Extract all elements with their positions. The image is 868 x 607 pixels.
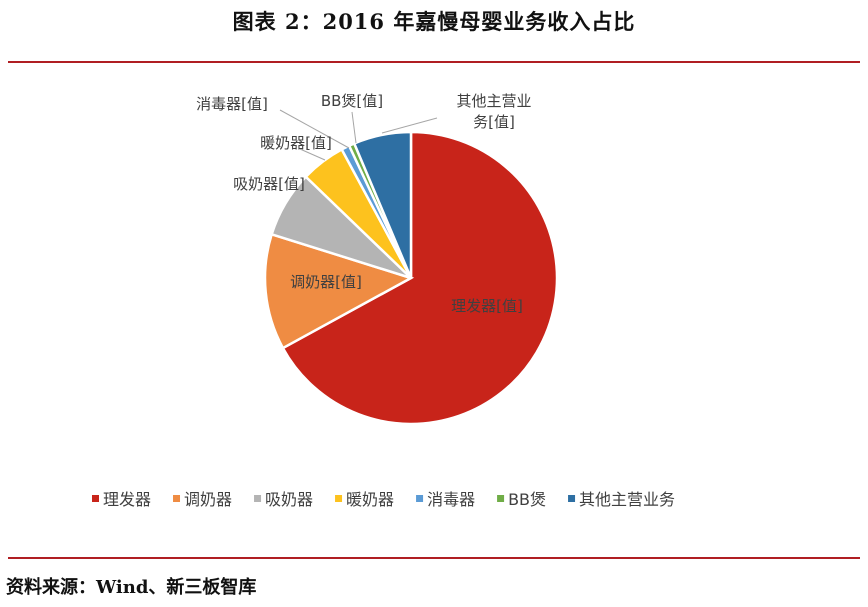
data-label-2: 调奶器[值]	[290, 273, 362, 291]
data-label-1: 理发器[值]	[451, 297, 523, 315]
leader-line-7	[381, 117, 438, 134]
pie-slices	[263, 130, 559, 426]
legend-marker-2	[173, 495, 181, 502]
legend-marker-4	[335, 495, 343, 502]
legend-marker-5	[416, 495, 424, 502]
legend-marker-3	[254, 495, 262, 502]
data-labels: 理发器[值] 调奶器[值] 吸奶器[值] 暖奶器[值] 消毒器[值] BB煲[值] 其他主营…	[196, 92, 531, 315]
source-note: 资料来源：Wind、新三板智库	[6, 577, 257, 598]
pie-chart: 理发器[值] 调奶器[值] 吸奶器[值] 暖奶器[值] 消毒器[值] BB煲[值] 其他主营…	[92, 92, 675, 509]
legend-label-7: 其他主营业务	[579, 490, 675, 509]
data-label-6: BB煲[值]	[321, 92, 383, 110]
leader-lines	[279, 109, 438, 161]
legend-label-4: 暖奶器	[346, 490, 394, 509]
legend: 理发器 调奶器 吸奶器 暖奶器 消毒器 BB煲 其他主营业务	[92, 490, 675, 509]
bottom-rule	[8, 557, 860, 559]
legend-label-6: BB煲	[508, 490, 546, 509]
data-label-3: 吸奶器[值]	[233, 175, 305, 193]
data-label-4: 暖奶器[值]	[260, 134, 332, 152]
leader-line-5	[279, 109, 350, 149]
pie-slice-2	[263, 232, 415, 350]
leader-line-6	[351, 111, 357, 144]
legend-marker-6	[497, 495, 505, 502]
legend-label-3: 吸奶器	[265, 490, 313, 509]
top-rule	[8, 61, 860, 63]
data-label-7: 其他主营业务[值]	[456, 92, 531, 131]
leader-line-4	[299, 148, 326, 161]
data-label-5: 消毒器[值]	[196, 95, 268, 113]
figure-title: 图表 2：2016 年嘉慢母婴业务收入占比	[232, 9, 636, 34]
legend-marker-1	[92, 495, 99, 502]
legend-label-2: 调奶器	[184, 490, 232, 509]
pie-slice-7	[352, 130, 413, 279]
legend-label-5: 消毒器	[427, 490, 475, 509]
legend-label-1: 理发器	[103, 490, 151, 509]
legend-marker-7	[568, 495, 576, 502]
pie-slice-1	[281, 130, 559, 426]
